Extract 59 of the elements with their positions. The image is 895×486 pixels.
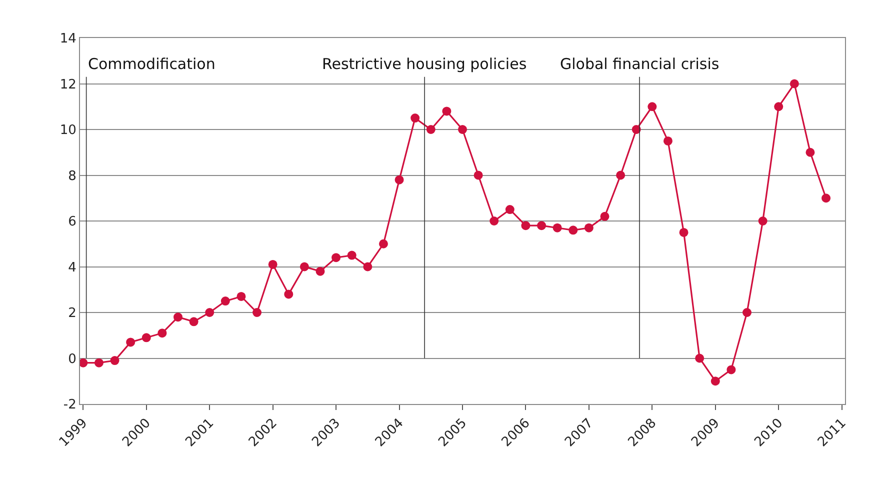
point <box>174 312 182 322</box>
y-tick-label: 6 <box>68 214 76 230</box>
point <box>521 221 530 230</box>
point <box>80 358 88 368</box>
y-tick-label: 12 <box>60 77 76 92</box>
point <box>378 239 388 248</box>
y-tick-label: 10 <box>60 123 76 138</box>
point <box>426 125 436 134</box>
point <box>822 194 831 203</box>
point <box>710 376 720 386</box>
point <box>268 260 278 269</box>
point <box>458 125 467 134</box>
point <box>205 308 214 317</box>
y-tick-label: 2 <box>68 306 76 322</box>
y-tick-label: 14 <box>60 32 76 47</box>
point <box>758 216 768 226</box>
point <box>695 354 704 363</box>
point <box>236 292 246 301</box>
point <box>189 317 198 326</box>
point <box>300 262 309 272</box>
point <box>284 290 294 299</box>
point <box>663 136 672 146</box>
point <box>158 328 167 338</box>
point <box>616 170 626 180</box>
point <box>220 296 230 306</box>
point <box>94 358 104 368</box>
y-tick-label: 0 <box>68 352 76 367</box>
point <box>363 262 372 272</box>
y-tick-label: -2 <box>63 398 76 413</box>
point <box>568 226 578 235</box>
point <box>600 212 610 221</box>
point <box>142 333 151 342</box>
point <box>774 102 784 112</box>
point <box>584 223 594 232</box>
point <box>742 308 752 317</box>
ref-line-label: Commodification <box>88 55 216 73</box>
ref-line-label: Restrictive housing policies <box>322 55 527 73</box>
point <box>442 106 452 116</box>
point <box>648 102 657 112</box>
ref-line-label: Global financial crisis <box>560 55 720 73</box>
y-tick-label: 4 <box>68 260 76 276</box>
point <box>110 356 120 366</box>
point <box>347 250 356 260</box>
point <box>252 308 262 317</box>
point <box>679 228 688 237</box>
point <box>410 114 420 123</box>
point <box>505 205 514 214</box>
point <box>474 170 483 180</box>
point <box>806 148 815 157</box>
point <box>790 79 799 88</box>
point <box>726 365 736 374</box>
point <box>126 338 136 347</box>
point <box>316 266 325 276</box>
point <box>490 216 499 226</box>
point <box>332 253 341 262</box>
point <box>394 175 404 184</box>
point <box>552 223 562 232</box>
point <box>537 221 546 230</box>
y-tick-label: 8 <box>68 168 76 184</box>
